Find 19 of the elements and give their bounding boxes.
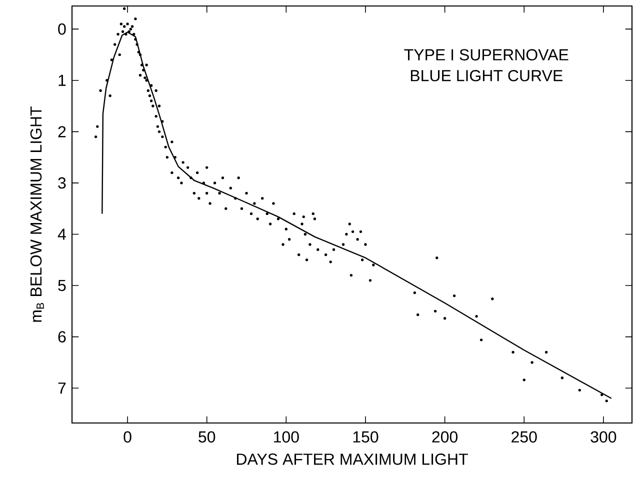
y-tick-label: 3 — [58, 177, 66, 189]
x-tick-label: 150 — [353, 431, 378, 443]
y-tick-label: 4 — [58, 228, 66, 240]
y-tick-label: 0 — [58, 23, 66, 35]
y-tick-label: 7 — [58, 382, 66, 394]
y-tick-label: 5 — [58, 280, 66, 292]
x-axis-title: DAYS AFTER MAXIMUM LIGHT — [237, 454, 468, 465]
x-tick-label: 100 — [274, 431, 299, 443]
x-tick-label: 200 — [432, 431, 458, 443]
annotation: BLUE LIGHT CURVE — [410, 70, 562, 82]
annotation: TYPE I SUPERNOVAE — [404, 49, 568, 60]
y-tick-label: 6 — [58, 331, 66, 342]
y-tick-label: 2 — [58, 126, 66, 138]
x-tick-label: 300 — [590, 431, 616, 443]
y-tick-label: 1 — [58, 74, 66, 86]
y-axis-title: m$_{B}$ BELOW MAXIMUM LIGHT — [30, 106, 44, 322]
x-tick-label: 250 — [512, 431, 537, 443]
x-tick-label: 50 — [198, 431, 216, 443]
x-tick-label: 0 — [124, 431, 132, 443]
